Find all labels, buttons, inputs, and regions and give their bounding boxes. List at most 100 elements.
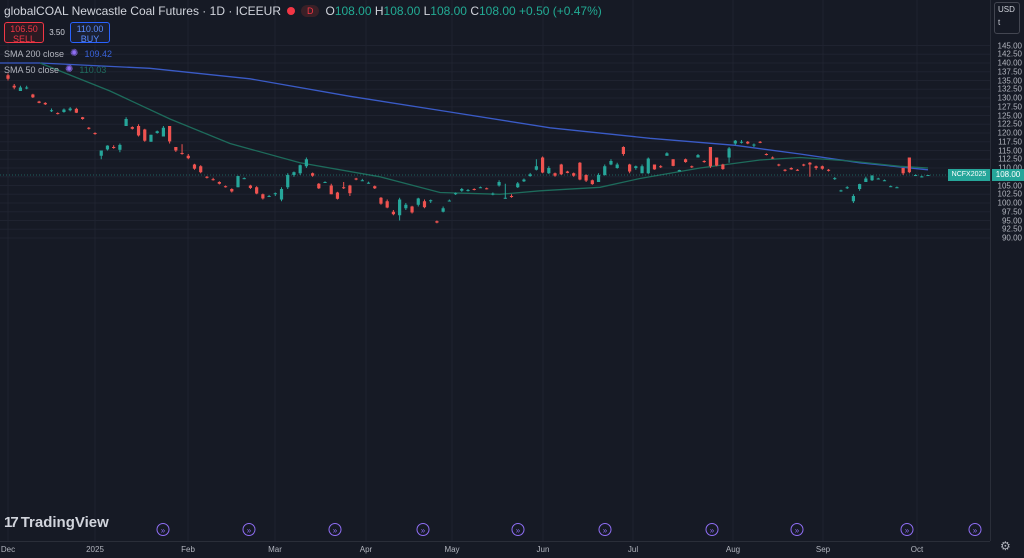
buy-label: BUY (80, 34, 100, 44)
sma50-line (39, 62, 929, 195)
price-label: 117.50 (998, 137, 1022, 147)
candle-body (584, 175, 588, 181)
sma50-value: 110.03 (79, 64, 107, 75)
candle (366, 181, 371, 184)
candle (509, 194, 514, 198)
candle-body (839, 190, 843, 192)
candle-body (485, 188, 489, 190)
candle-body (124, 119, 128, 126)
candle (298, 164, 302, 175)
candle-body (342, 187, 346, 189)
candle (652, 164, 657, 170)
candle-body (926, 175, 930, 176)
indicator-sma200[interactable]: SMA 200 close ✺ 109.42 (4, 48, 602, 59)
candle-body (441, 208, 445, 212)
price-chart[interactable] (0, 0, 990, 541)
candle-body (255, 187, 259, 194)
event-marker-icon[interactable]: » (511, 523, 525, 536)
candle-body (783, 169, 787, 171)
candle (199, 165, 203, 174)
candle-body (628, 164, 632, 172)
chart-area[interactable]: globalCOAL Newcastle Coal Futures · 1D ·… (0, 0, 990, 541)
candle (273, 192, 277, 196)
event-marker-icon[interactable]: » (790, 523, 804, 536)
candle (485, 187, 489, 190)
event-marker-icon[interactable]: » (900, 523, 914, 536)
candle-body (80, 117, 85, 119)
logo-text: TradingView (20, 514, 109, 531)
candle-body (74, 108, 78, 113)
candle (646, 157, 650, 174)
time-label: Oct (910, 545, 924, 554)
candle (279, 187, 284, 202)
candle (572, 172, 576, 177)
candle (621, 146, 626, 156)
sell-button[interactable]: 106.50 SELL (4, 22, 44, 44)
tradingview-logo[interactable]: 17 TradingView (4, 514, 109, 531)
legend-header: globalCOAL Newcastle Coal Futures · 1D ·… (4, 4, 602, 18)
last-price-tag: 108.00 (992, 169, 1024, 181)
candle (360, 178, 364, 182)
candle (752, 143, 756, 147)
candle (472, 188, 476, 191)
candle-body (298, 165, 302, 174)
buy-button[interactable]: 110.00 BUY (70, 22, 110, 44)
candle-body (795, 169, 800, 171)
candle-body (814, 166, 818, 168)
candle-body (708, 147, 713, 167)
candle (770, 156, 775, 159)
candle (118, 143, 122, 153)
candle-body (652, 164, 657, 170)
trade-buttons: 106.50 SELL 3.50 110.00 BUY (4, 22, 602, 44)
candle (727, 147, 731, 163)
gear-icon[interactable]: ⚙ (1000, 539, 1011, 553)
candle (68, 107, 72, 112)
time-label: 2025 (86, 545, 104, 554)
candle (441, 206, 445, 213)
candle-body (534, 166, 538, 170)
candle (416, 197, 420, 207)
candle-body (286, 175, 290, 188)
candle (876, 177, 880, 180)
price-axis[interactable]: USD t 145.00 142.50 140.00 137.50 135.00 132.… (990, 0, 1024, 541)
candle-body (603, 166, 607, 175)
candle (49, 108, 54, 112)
candle-body (435, 221, 439, 223)
time-label: Feb (181, 545, 195, 554)
candle (217, 181, 221, 185)
candle-body (646, 158, 650, 174)
low-value: 108.00 (430, 4, 467, 18)
time-label: Dec (0, 545, 16, 554)
candle-body (640, 166, 644, 174)
candle-body (491, 193, 495, 195)
event-marker-icon[interactable]: » (242, 523, 256, 536)
price-label: 112.50 (998, 154, 1022, 164)
candle-body (292, 172, 296, 175)
event-marker-icon[interactable]: » (416, 523, 430, 536)
high-value: 108.00 (383, 4, 421, 18)
price-label: 135.00 (997, 76, 1022, 85)
data-badge[interactable]: D (300, 5, 320, 17)
candle-body (217, 182, 221, 184)
event-marker-icon[interactable]: » (156, 523, 170, 536)
candle-body (901, 168, 905, 174)
event-marker-icon[interactable]: » (328, 523, 342, 536)
currency-unit-selector[interactable]: USD t (994, 2, 1020, 34)
symbol-title[interactable]: globalCOAL Newcastle Coal Futures · 1D ·… (4, 4, 281, 18)
candle-body (56, 113, 60, 115)
event-marker-icon[interactable]: » (968, 523, 982, 536)
candle (373, 185, 377, 189)
candle-body (770, 157, 775, 159)
candle (926, 175, 930, 176)
candle-body (826, 169, 831, 171)
candle (590, 179, 594, 185)
time-axis[interactable]: Dec 2025 Feb Mar Apr May Jun Jul Aug Sep Oct (0, 541, 990, 558)
event-marker-icon[interactable]: » (705, 523, 719, 536)
indicator-sma50[interactable]: SMA 50 close ✺ 110.03 (4, 64, 602, 75)
candle-body (702, 161, 706, 163)
price-label: 125.00 (997, 111, 1022, 120)
event-marker-icon[interactable]: » (598, 523, 612, 536)
candle-body (354, 178, 358, 180)
buy-price: 110.00 (76, 24, 104, 34)
candle-body (690, 166, 694, 168)
